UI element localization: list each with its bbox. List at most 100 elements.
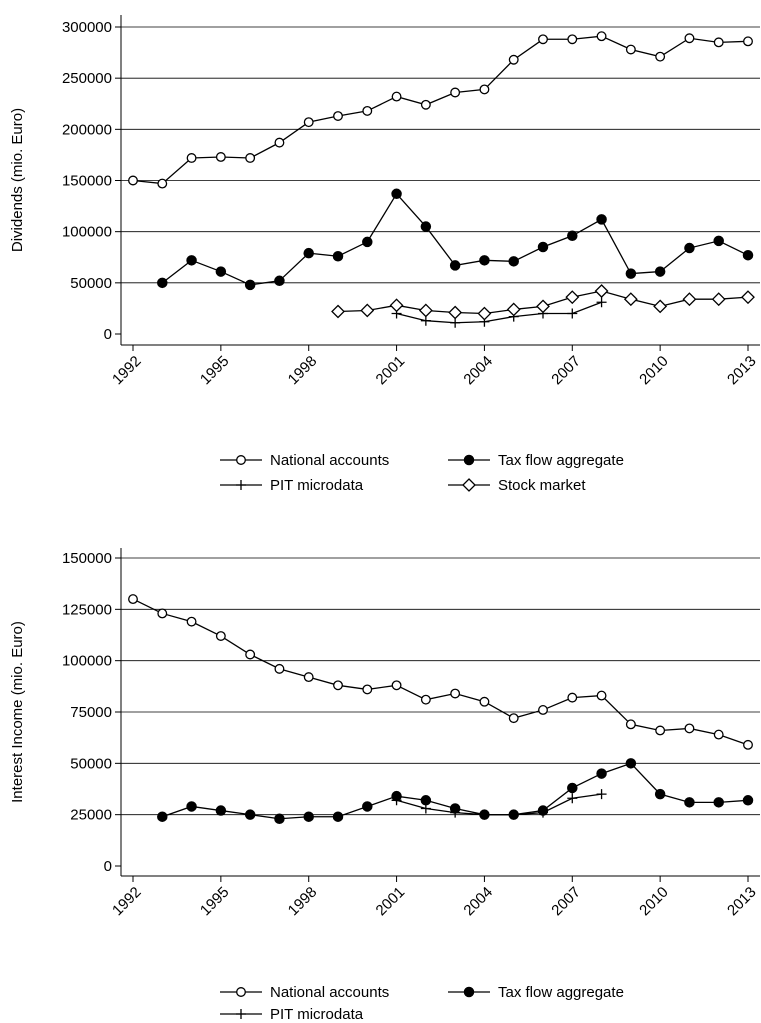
marker (653, 299, 668, 314)
marker (596, 768, 607, 779)
marker (274, 275, 285, 287)
marker (245, 153, 256, 163)
marker (362, 105, 373, 116)
marker (654, 266, 666, 277)
x-tick-label: 2001 (373, 884, 409, 920)
legend-label: PIT microdata (270, 477, 364, 494)
marker (567, 782, 578, 794)
marker (236, 480, 246, 490)
y-tick-label: 100000 (62, 224, 112, 241)
y-tick-label: 0 (104, 858, 112, 875)
y-tick-label: 75000 (70, 704, 112, 721)
marker (477, 306, 492, 321)
marker (332, 250, 344, 262)
marker (567, 34, 578, 45)
marker (538, 34, 548, 45)
marker (684, 242, 695, 254)
marker (450, 688, 461, 699)
marker (596, 690, 607, 701)
series-line (132, 598, 749, 746)
marker (215, 152, 226, 162)
x-tick-label: 2007 (548, 353, 584, 389)
marker (391, 795, 402, 806)
x-tick-label: 2004 (460, 884, 496, 920)
marker (538, 704, 548, 715)
marker (508, 713, 519, 724)
marker (360, 303, 375, 318)
marker (274, 813, 285, 825)
marker (303, 117, 314, 128)
marker (332, 811, 344, 822)
marker (479, 84, 490, 95)
marker (333, 680, 343, 691)
x-tick-label: 2004 (460, 353, 496, 389)
marker (420, 221, 432, 232)
series-line (396, 793, 602, 816)
x-tick-label: 2007 (548, 884, 584, 920)
y-tick-label: 200000 (62, 121, 112, 138)
marker (462, 478, 476, 492)
marker (684, 33, 695, 44)
marker (567, 230, 578, 242)
y-axis-label: Dividends (mio. Euro) (9, 108, 26, 252)
marker (742, 795, 754, 806)
y-tick-label: 300000 (62, 19, 112, 36)
marker (565, 290, 580, 305)
marker (596, 789, 607, 800)
marker (479, 255, 490, 266)
y-tick-label: 50000 (70, 275, 112, 292)
marker (684, 797, 695, 808)
marker (128, 175, 138, 186)
marker (245, 649, 256, 660)
marker (186, 255, 197, 266)
marker (420, 694, 431, 705)
marker (654, 788, 666, 800)
marker (450, 807, 461, 818)
marker (418, 303, 433, 318)
marker (463, 986, 475, 998)
marker (362, 684, 373, 695)
marker (186, 801, 197, 812)
marker (596, 31, 607, 42)
marker (303, 811, 314, 822)
marker (567, 308, 578, 319)
marker (741, 290, 755, 305)
marker (538, 807, 548, 818)
marker (596, 297, 607, 308)
marker (420, 803, 431, 814)
marker (362, 236, 373, 248)
marker (274, 663, 285, 674)
marker (244, 809, 256, 820)
legend-label: Tax flow aggregate (498, 984, 624, 1001)
x-tick-label: 1998 (285, 353, 321, 389)
marker (236, 1009, 246, 1019)
x-tick-label: 2013 (724, 353, 760, 389)
marker (625, 268, 637, 279)
marker (215, 631, 226, 641)
legend-label: Stock market (498, 477, 586, 494)
y-tick-label: 150000 (62, 172, 112, 189)
marker (508, 54, 519, 65)
marker (623, 292, 638, 307)
marker (157, 277, 168, 289)
marker (479, 809, 490, 820)
x-tick-label: 2010 (636, 884, 672, 920)
marker (684, 723, 695, 734)
x-tick-label: 1995 (197, 884, 233, 920)
marker (713, 729, 724, 740)
y-tick-label: 250000 (62, 70, 112, 87)
y-tick-label: 100000 (62, 653, 112, 670)
marker (331, 304, 345, 319)
x-tick-label: 1998 (285, 884, 321, 920)
marker (625, 719, 636, 730)
marker (567, 692, 578, 703)
marker (713, 37, 724, 48)
y-axis-label: Interest Income (mio. Euro) (9, 621, 26, 803)
marker (536, 299, 550, 314)
marker (508, 256, 519, 267)
x-tick-label: 2001 (373, 353, 409, 389)
marker (157, 811, 168, 822)
marker (389, 298, 404, 313)
